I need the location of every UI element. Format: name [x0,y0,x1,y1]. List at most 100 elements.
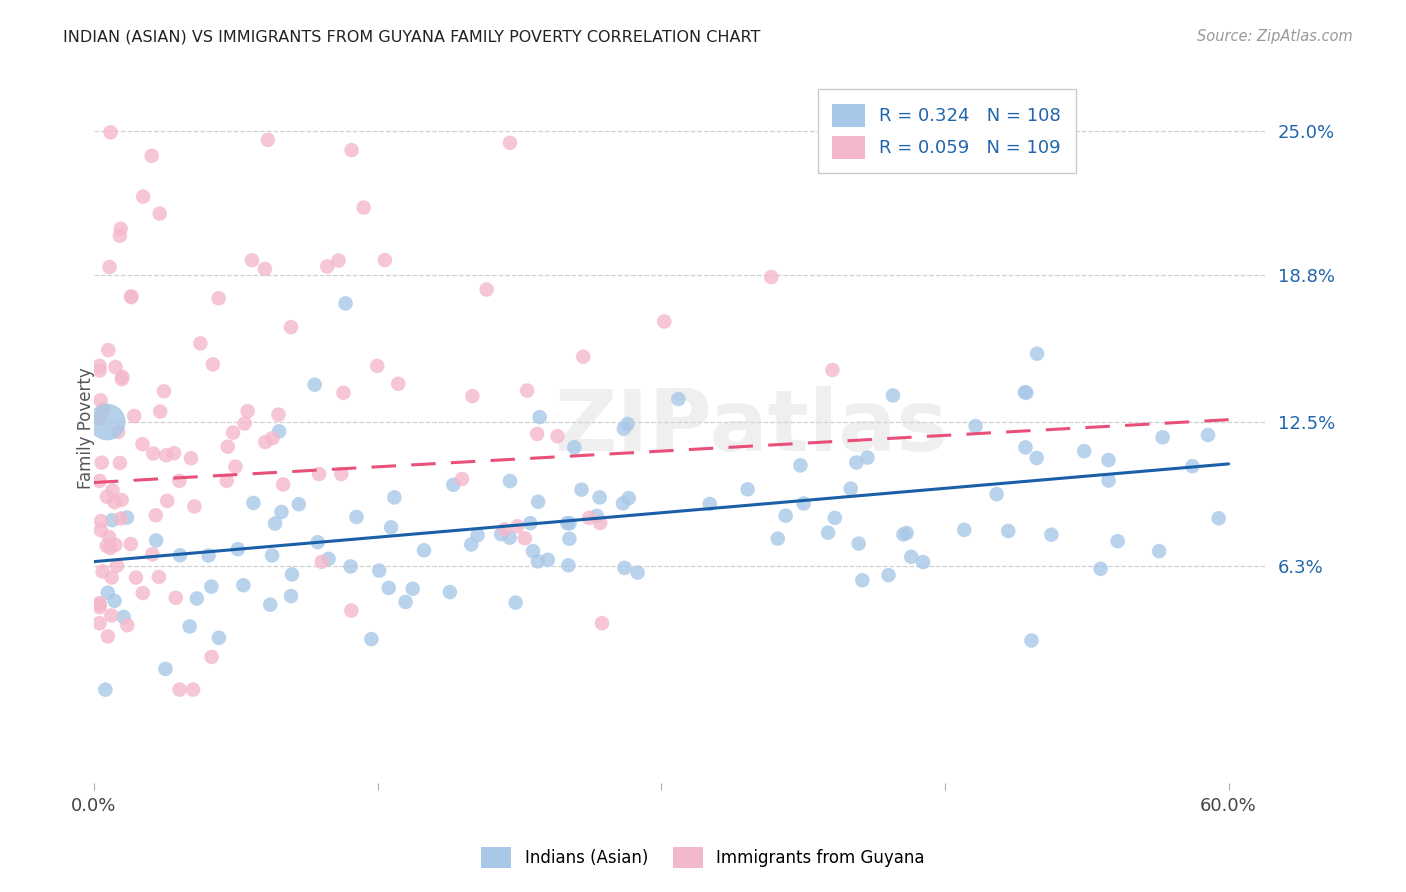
Point [89,411,111,425]
Point [112,610,135,624]
Point [256,133,278,147]
Point [169,474,191,488]
Point [557,558,579,573]
Point [103,594,125,608]
Point [1097,474,1119,488]
Point [240,253,263,268]
Point [254,435,277,450]
Point [377,581,399,595]
Point [1147,544,1170,558]
Point [90,514,112,528]
Point [845,456,868,470]
Point [912,555,935,569]
Point [519,516,541,531]
Point [190,336,212,351]
Point [120,537,142,551]
Point [186,591,208,606]
Point [107,425,129,439]
Point [335,296,357,310]
Point [90,456,112,470]
Point [793,496,815,510]
Point [332,385,354,400]
Point [900,549,922,564]
Point [965,419,987,434]
Point [115,510,138,524]
Point [96,539,118,553]
Point [120,289,142,303]
Point [467,528,489,542]
Point [208,631,231,645]
Point [180,451,202,466]
Point [461,389,484,403]
Point [98,260,121,274]
Point [197,549,219,563]
Point [1097,453,1119,467]
Point [110,511,132,525]
Point [179,619,201,633]
Point [91,402,114,417]
Point [105,558,128,573]
Point [402,582,425,596]
Point [513,531,536,545]
Point [316,260,339,274]
Point [1090,562,1112,576]
Point [304,377,326,392]
Point [208,291,231,305]
Point [585,508,607,523]
Point [280,320,302,334]
Point [526,427,548,442]
Point [89,474,111,488]
Point [96,490,118,504]
Point [1025,450,1047,465]
Point [108,228,131,243]
Point [131,437,153,451]
Point [236,404,259,418]
Legend: Indians (Asian), Immigrants from Guyana: Indians (Asian), Immigrants from Guyana [472,838,934,877]
Point [163,446,186,460]
Point [242,496,264,510]
Point [141,547,163,561]
Point [877,568,900,582]
Point [817,525,839,540]
Point [882,388,904,402]
Point [652,314,675,328]
Point [89,363,111,377]
Point [856,450,879,465]
Point [460,537,482,551]
Point [516,384,538,398]
Point [591,616,613,631]
Point [104,359,127,374]
Point [699,497,721,511]
Point [848,536,870,550]
Point [91,565,114,579]
Point [537,553,560,567]
Point [953,523,976,537]
Point [262,431,284,445]
Point [387,376,409,391]
Point [441,477,464,491]
Point [183,500,205,514]
Point [311,555,333,569]
Point [340,143,363,157]
Point [89,596,111,610]
Point [108,456,131,470]
Point [1073,444,1095,458]
Point [307,535,329,549]
Point [308,467,330,481]
Point [262,549,284,563]
Point [101,483,124,498]
Point [328,253,350,268]
Point [181,682,204,697]
Point [233,417,256,431]
Point [821,363,844,377]
Point [1181,459,1204,474]
Point [506,519,529,533]
Point [617,491,640,505]
Y-axis label: Family Poverty: Family Poverty [76,367,94,489]
Point [527,494,550,508]
Point [96,415,118,429]
Point [1015,385,1038,400]
Point [1107,534,1129,549]
Point [259,598,281,612]
Point [616,417,638,431]
